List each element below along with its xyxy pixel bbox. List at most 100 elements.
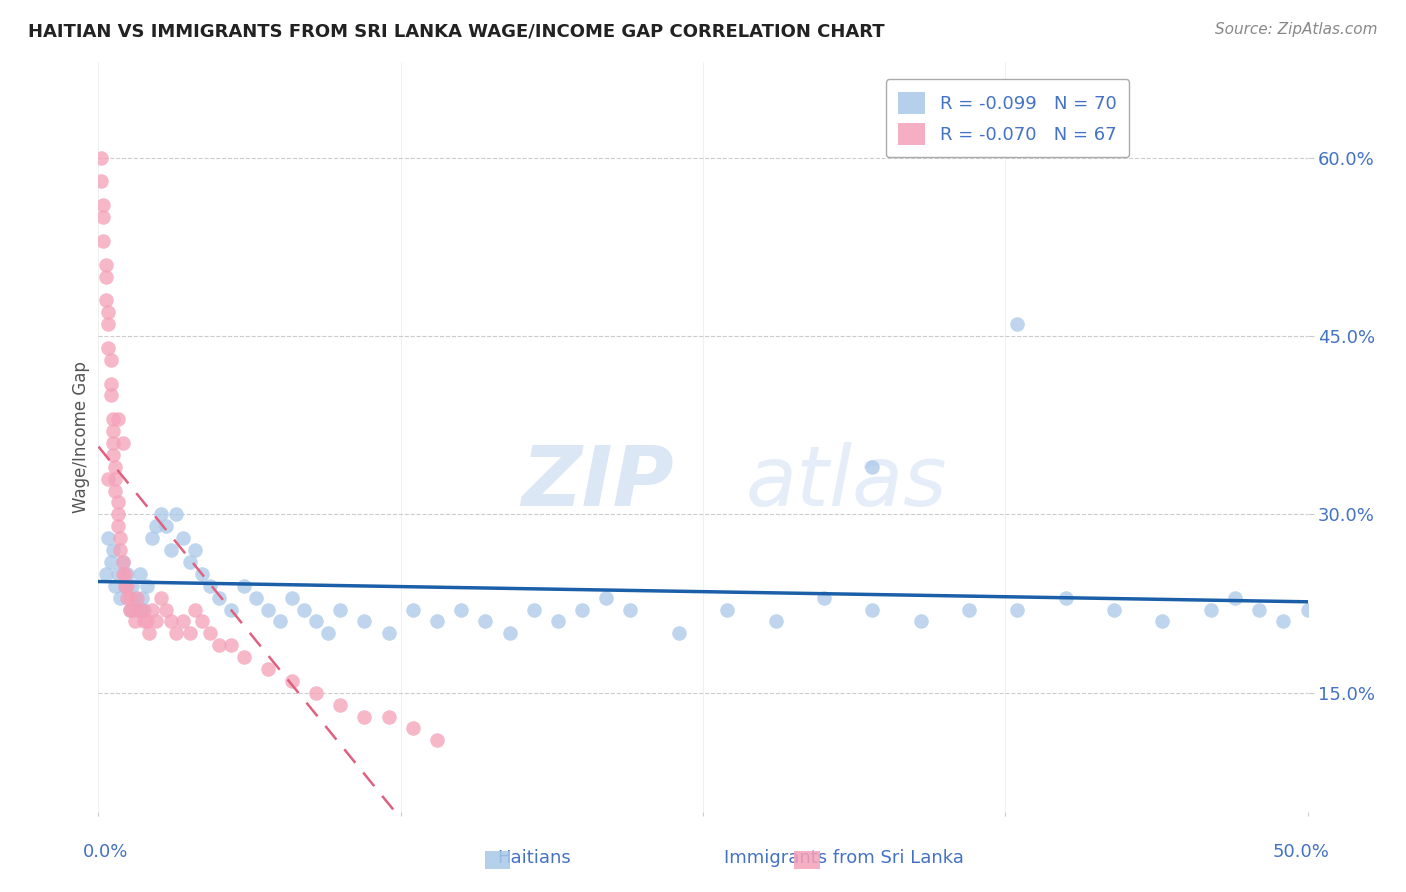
Point	[91, 234, 114, 248]
Point	[165, 508, 187, 522]
Point	[141, 602, 163, 616]
Point	[305, 686, 328, 700]
Point	[1199, 602, 1222, 616]
Y-axis label: Wage/Income Gap: Wage/Income Gap	[72, 361, 90, 513]
Point	[198, 626, 221, 640]
Point	[292, 602, 315, 616]
Point	[150, 591, 173, 605]
Point	[108, 543, 131, 558]
Point	[221, 602, 243, 616]
Point	[1102, 602, 1125, 616]
Point	[184, 602, 207, 616]
Point	[97, 341, 120, 355]
Point	[90, 151, 112, 165]
Point	[107, 508, 129, 522]
Point	[450, 602, 472, 616]
Point	[104, 472, 127, 486]
Point	[1007, 317, 1029, 331]
Point	[111, 555, 134, 569]
Point	[172, 615, 194, 629]
Point	[1054, 591, 1077, 605]
Point	[118, 602, 141, 616]
Point	[107, 566, 129, 581]
Point	[179, 555, 201, 569]
Point	[208, 591, 231, 605]
Point	[765, 615, 787, 629]
Point	[910, 615, 932, 629]
Point	[221, 638, 243, 652]
Point	[111, 436, 134, 450]
Point	[1223, 591, 1246, 605]
Point	[256, 662, 278, 676]
Point	[94, 566, 117, 581]
Point	[547, 615, 569, 629]
Point	[198, 579, 221, 593]
Text: Immigrants from Sri Lanka: Immigrants from Sri Lanka	[724, 849, 963, 867]
Point	[97, 531, 120, 545]
Text: 50.0%: 50.0%	[1272, 843, 1329, 861]
Point	[813, 591, 835, 605]
Point	[100, 376, 122, 391]
Point	[94, 269, 117, 284]
Point	[329, 602, 352, 616]
Point	[179, 626, 201, 640]
Point	[91, 198, 114, 212]
Text: HAITIAN VS IMMIGRANTS FROM SRI LANKA WAGE/INCOME GAP CORRELATION CHART: HAITIAN VS IMMIGRANTS FROM SRI LANKA WAG…	[28, 22, 884, 40]
Point	[138, 626, 160, 640]
Point	[232, 650, 254, 665]
Point	[523, 602, 546, 616]
Point	[353, 615, 375, 629]
Point	[117, 591, 139, 605]
Point	[108, 591, 131, 605]
Point	[107, 519, 129, 533]
Point	[353, 709, 375, 723]
Point	[155, 519, 177, 533]
Point	[114, 566, 136, 581]
Point	[100, 388, 122, 402]
Point	[90, 174, 112, 188]
Point	[498, 626, 520, 640]
Point	[281, 591, 304, 605]
Point	[426, 615, 449, 629]
Point	[134, 602, 156, 616]
Point	[101, 543, 124, 558]
Point	[108, 531, 131, 545]
Point	[377, 709, 399, 723]
Point	[131, 591, 153, 605]
Point	[111, 555, 134, 569]
Point	[1007, 602, 1029, 616]
Point	[145, 615, 167, 629]
Point	[716, 602, 738, 616]
Point	[131, 602, 153, 616]
Point	[91, 210, 114, 224]
Point	[245, 591, 267, 605]
Point	[100, 352, 122, 367]
Point	[141, 531, 163, 545]
Point	[121, 602, 143, 616]
Point	[208, 638, 231, 652]
Point	[377, 626, 399, 640]
Point	[191, 615, 214, 629]
Point	[127, 591, 149, 605]
Point	[124, 615, 146, 629]
Point	[150, 508, 173, 522]
Point	[104, 579, 127, 593]
Text: atlas: atlas	[745, 442, 948, 523]
Point	[101, 424, 124, 438]
Point	[269, 615, 291, 629]
Point	[118, 602, 141, 616]
Point	[97, 472, 120, 486]
Text: Source: ZipAtlas.com: Source: ZipAtlas.com	[1215, 22, 1378, 37]
Point	[97, 317, 120, 331]
Point	[128, 602, 150, 616]
Point	[134, 615, 156, 629]
Point	[957, 602, 980, 616]
Point	[155, 602, 177, 616]
Point	[1152, 615, 1174, 629]
Point	[860, 459, 883, 474]
Legend: R = -0.099   N = 70, R = -0.070   N = 67: R = -0.099 N = 70, R = -0.070 N = 67	[886, 79, 1129, 157]
Point	[172, 531, 194, 545]
Point	[595, 591, 617, 605]
Point	[184, 543, 207, 558]
Point	[402, 602, 425, 616]
